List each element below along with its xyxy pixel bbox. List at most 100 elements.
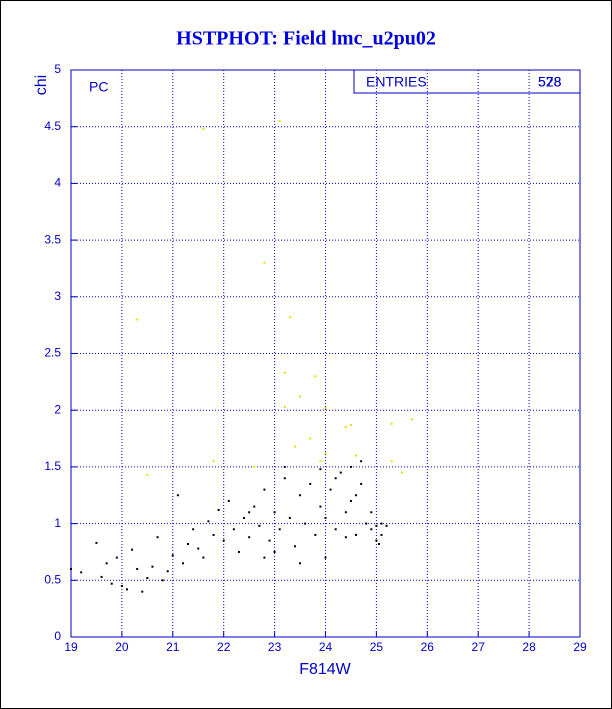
stats-value: 528: [538, 74, 562, 90]
x-tick-label: 26: [421, 640, 435, 654]
point: [380, 533, 383, 536]
point: [339, 471, 342, 474]
point: [355, 454, 358, 457]
point: [95, 541, 98, 544]
y-tick-label: 1.5: [44, 459, 61, 473]
y-tick-label: 2: [54, 402, 61, 416]
point: [390, 460, 393, 463]
point: [344, 536, 347, 539]
point: [309, 482, 312, 485]
point: [288, 516, 291, 519]
point: [273, 511, 276, 514]
point: [258, 524, 261, 527]
point: [192, 528, 195, 531]
point: [120, 584, 123, 587]
y-tick-label: 4: [54, 176, 61, 190]
x-tick-label: 28: [522, 640, 536, 654]
point: [278, 528, 281, 531]
point: [181, 562, 184, 565]
point: [324, 406, 327, 409]
point: [334, 477, 337, 480]
point: [115, 556, 118, 559]
point: [248, 511, 251, 514]
point: [344, 426, 347, 429]
x-tick-label: 19: [64, 640, 78, 654]
point: [263, 488, 266, 491]
point: [253, 505, 256, 508]
point: [166, 570, 169, 573]
point: [355, 533, 358, 536]
point: [400, 471, 403, 474]
point: [314, 375, 317, 378]
point: [278, 120, 281, 123]
point: [299, 562, 302, 565]
point: [161, 579, 164, 582]
point: [217, 508, 220, 511]
point: [293, 445, 296, 448]
point: [324, 556, 327, 559]
point: [360, 460, 363, 463]
y-tick-label: 3: [54, 289, 61, 303]
point: [319, 505, 322, 508]
point: [380, 522, 383, 525]
point: [344, 511, 347, 514]
point: [70, 567, 72, 570]
point: [136, 318, 139, 321]
x-tick-label: 21: [166, 640, 180, 654]
point: [314, 533, 317, 536]
point: [319, 460, 322, 463]
point: [299, 494, 302, 497]
point: [263, 261, 266, 264]
point: [253, 465, 256, 468]
point: [212, 460, 215, 463]
panel-label: PC: [89, 79, 108, 95]
point: [197, 547, 200, 550]
x-tick-label: 20: [115, 640, 129, 654]
point: [171, 554, 174, 557]
point: [283, 477, 286, 480]
point: [349, 423, 352, 426]
point: [263, 556, 266, 559]
point: [141, 590, 144, 593]
point: [222, 539, 225, 542]
y-tick-label: 5: [54, 62, 61, 76]
x-tick-label: 25: [370, 640, 384, 654]
point: [411, 418, 414, 421]
point: [288, 316, 291, 319]
point: [370, 511, 373, 514]
point: [329, 488, 332, 491]
point: [385, 524, 388, 527]
stats-value: 578: [538, 74, 562, 90]
y-axis-label: chi: [33, 75, 50, 95]
y-tick-label: 4.5: [44, 119, 61, 133]
point: [283, 405, 286, 408]
point: [110, 582, 113, 585]
point: [283, 371, 286, 374]
y-tick-label: 3.5: [44, 232, 61, 246]
point: [146, 473, 149, 476]
point: [248, 536, 251, 539]
point: [146, 577, 149, 580]
x-tick-label: 24: [319, 640, 333, 654]
point: [268, 539, 271, 542]
point: [309, 437, 312, 440]
point: [151, 565, 154, 568]
point: [156, 536, 159, 539]
point: [375, 539, 378, 542]
point: [202, 556, 205, 559]
point: [212, 533, 215, 536]
point: [207, 520, 210, 523]
point: [319, 468, 322, 471]
y-tick-label: 0: [54, 629, 61, 643]
x-tick-label: 27: [472, 640, 486, 654]
point: [100, 575, 103, 578]
point: [324, 516, 327, 519]
point: [283, 465, 286, 468]
point: [390, 422, 393, 425]
point: [273, 550, 276, 553]
y-tick-label: 1: [54, 516, 61, 530]
y-tick-label: 0.5: [44, 572, 61, 586]
point: [334, 528, 337, 531]
